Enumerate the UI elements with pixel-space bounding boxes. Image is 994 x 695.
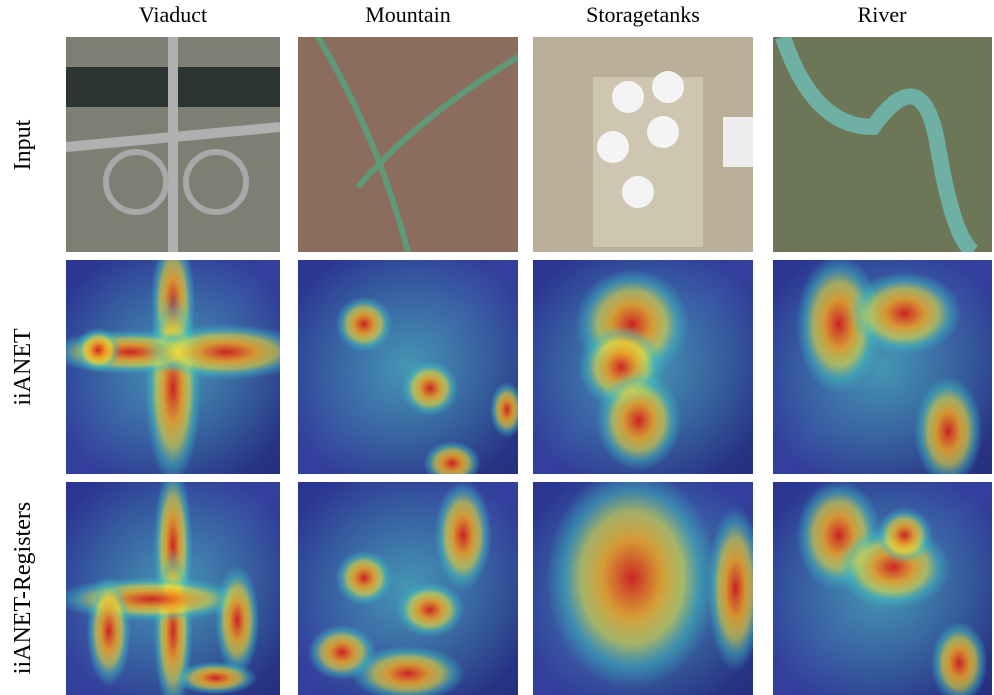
- heat-blob: [174, 661, 258, 695]
- image-tile: [298, 37, 518, 252]
- heat-blob: [145, 291, 201, 474]
- heat-blob: [847, 271, 962, 356]
- tank: [597, 131, 629, 163]
- loop: [103, 149, 169, 215]
- heat-blob: [914, 375, 983, 474]
- image-tile: [773, 482, 992, 695]
- image-tile: [66, 260, 280, 474]
- image-tile: [533, 260, 753, 474]
- heat-blob: [86, 575, 132, 687]
- valley: [315, 37, 518, 252]
- tank: [652, 71, 684, 103]
- image-tile: [773, 260, 992, 474]
- row-label: Input: [10, 119, 36, 170]
- image-tile: [773, 37, 992, 252]
- heat-blob: [143, 324, 280, 380]
- image-tile: [533, 482, 753, 695]
- tank: [647, 116, 679, 148]
- tank: [612, 81, 644, 113]
- river: [775, 37, 979, 252]
- image-tile: [66, 37, 280, 252]
- heat-blob: [395, 582, 465, 638]
- heat-blob: [546, 482, 718, 689]
- heat-blob: [489, 381, 518, 438]
- image-tile: [298, 482, 518, 695]
- tank: [622, 176, 654, 208]
- heat-blob: [350, 646, 466, 695]
- heat-blob: [335, 296, 393, 353]
- heat-blob: [706, 505, 753, 672]
- row-label: iiANET-Registers: [10, 502, 36, 674]
- column-header: Storagetanks: [586, 2, 700, 27]
- image-tile: [66, 482, 280, 695]
- heat-blob: [423, 441, 481, 474]
- heat-blob: [75, 327, 121, 373]
- heat-blob: [214, 565, 260, 676]
- overlay: [298, 260, 518, 474]
- heat-blob: [434, 482, 492, 591]
- tile-background: [298, 37, 518, 252]
- loop: [183, 149, 249, 215]
- building: [723, 117, 753, 167]
- image-tile: [533, 37, 753, 252]
- heat-blob: [595, 370, 682, 471]
- heat-blob: [930, 621, 988, 695]
- column-header: Viaduct: [139, 2, 207, 27]
- column-header: River: [858, 2, 908, 27]
- image-tile: [298, 260, 518, 474]
- heat-blob: [335, 550, 393, 606]
- column-header: Mountain: [365, 2, 451, 27]
- road: [66, 37, 280, 252]
- row-label: iiANET: [10, 328, 36, 406]
- heat-blob: [875, 507, 933, 563]
- heat-blob: [401, 360, 459, 417]
